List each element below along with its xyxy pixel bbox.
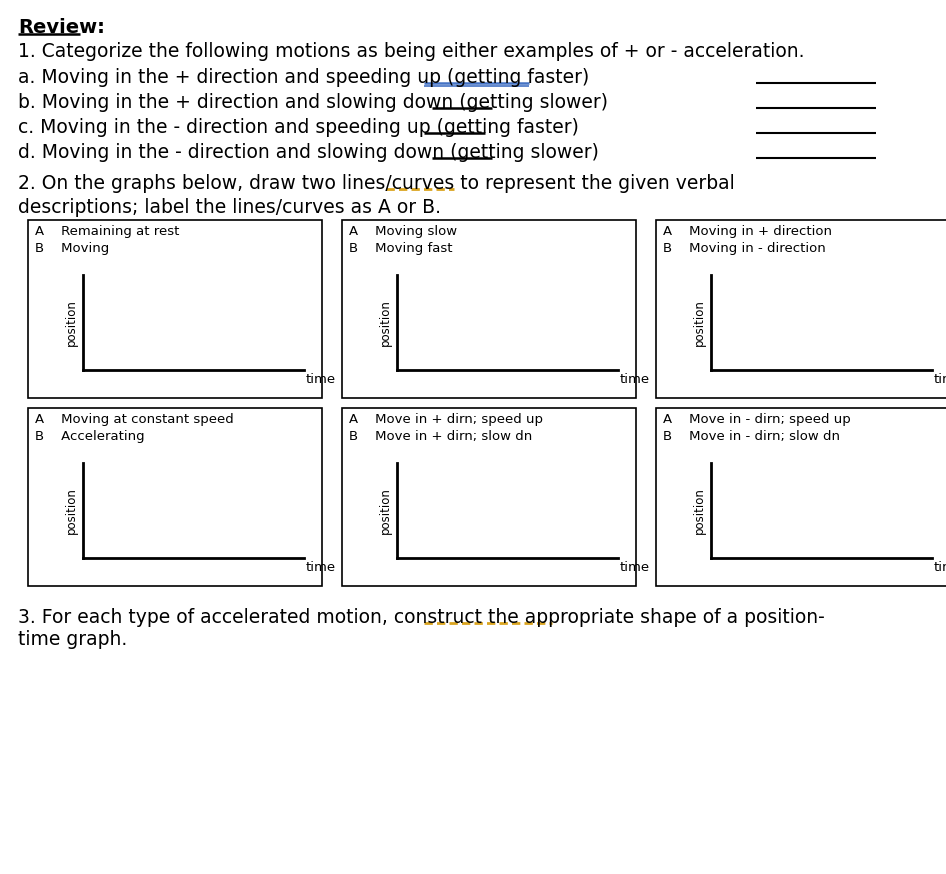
Text: a. Moving in the + direction and speeding up (getting faster): a. Moving in the + direction and speedin… xyxy=(18,68,589,87)
Text: 1. Categorize the following motions as being either examples of + or - accelerat: 1. Categorize the following motions as b… xyxy=(18,42,804,61)
Text: B    Moving in - direction: B Moving in - direction xyxy=(663,242,826,255)
Text: position: position xyxy=(64,299,78,346)
Text: position: position xyxy=(378,487,392,534)
Text: A    Move in + dirn; speed up: A Move in + dirn; speed up xyxy=(349,413,543,426)
Bar xyxy=(342,220,636,398)
Bar xyxy=(656,408,946,586)
Text: position: position xyxy=(692,487,706,534)
Bar xyxy=(656,220,946,398)
Text: Review:: Review: xyxy=(18,18,105,37)
Text: descriptions; label the lines/curves as A or B.: descriptions; label the lines/curves as … xyxy=(18,198,441,217)
Text: B    Move in + dirn; slow dn: B Move in + dirn; slow dn xyxy=(349,430,533,443)
Text: 2. On the graphs below, draw two lines/curves to represent the given verbal: 2. On the graphs below, draw two lines/c… xyxy=(18,174,735,193)
Text: time: time xyxy=(934,561,946,574)
Text: B    Accelerating: B Accelerating xyxy=(35,430,145,443)
Text: time: time xyxy=(306,561,336,574)
Text: position: position xyxy=(692,299,706,346)
Bar xyxy=(28,220,322,398)
Text: A    Moving slow: A Moving slow xyxy=(349,225,457,238)
Text: B    Moving: B Moving xyxy=(35,242,109,255)
Text: d. Moving in the - direction and slowing down (getting slower): d. Moving in the - direction and slowing… xyxy=(18,143,599,162)
Text: B    Moving fast: B Moving fast xyxy=(349,242,452,255)
Bar xyxy=(342,408,636,586)
Text: time: time xyxy=(620,373,650,386)
Text: A    Moving at constant speed: A Moving at constant speed xyxy=(35,413,234,426)
Text: A    Move in - dirn; speed up: A Move in - dirn; speed up xyxy=(663,413,850,426)
Text: time: time xyxy=(934,373,946,386)
Text: position: position xyxy=(378,299,392,346)
Text: A    Remaining at rest: A Remaining at rest xyxy=(35,225,180,238)
Text: c. Moving in the - direction and speeding up (getting faster): c. Moving in the - direction and speedin… xyxy=(18,118,579,137)
Bar xyxy=(28,408,322,586)
Text: time graph.: time graph. xyxy=(18,630,128,649)
Text: 3. For each type of accelerated motion, construct the appropriate shape of a pos: 3. For each type of accelerated motion, … xyxy=(18,608,825,627)
Text: time: time xyxy=(620,561,650,574)
Text: b. Moving in the + direction and slowing down (getting slower): b. Moving in the + direction and slowing… xyxy=(18,93,608,112)
Text: A    Moving in + direction: A Moving in + direction xyxy=(663,225,832,238)
Text: B    Move in - dirn; slow dn: B Move in - dirn; slow dn xyxy=(663,430,840,443)
Text: position: position xyxy=(64,487,78,534)
Text: time: time xyxy=(306,373,336,386)
